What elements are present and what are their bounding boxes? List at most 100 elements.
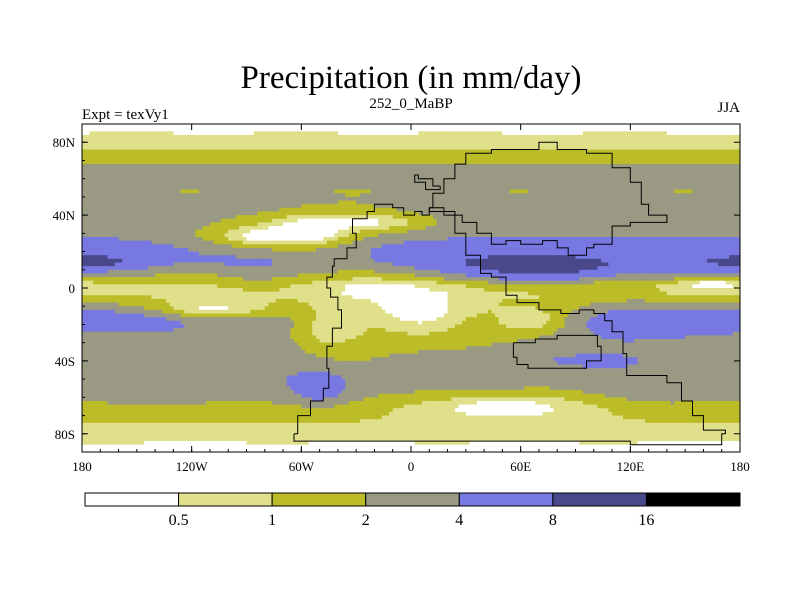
field-cell [572, 175, 576, 179]
field-cell [546, 150, 550, 154]
field-cell [426, 160, 430, 164]
field-cell [725, 186, 729, 190]
field-cell [276, 157, 280, 161]
field-cell [115, 175, 119, 179]
field-cell [382, 131, 386, 135]
field-cell [378, 182, 382, 186]
field-cell [608, 139, 612, 143]
field-cell [360, 204, 364, 208]
field-cell [469, 197, 473, 201]
field-cell [104, 135, 108, 139]
field-cell [619, 153, 623, 157]
field-cell [115, 124, 119, 128]
field-cell [192, 193, 196, 197]
field-cell [506, 175, 510, 179]
field-cell [407, 168, 411, 172]
field-cell [499, 124, 503, 128]
field-cell [411, 182, 415, 186]
field-cell [451, 193, 455, 197]
field-cell [612, 124, 616, 128]
field-cell [287, 124, 291, 128]
field-cell [437, 168, 441, 172]
field-cell [338, 142, 342, 146]
field-cell [597, 171, 601, 175]
field-cell [543, 197, 547, 201]
field-cell [656, 157, 660, 161]
field-cell [382, 146, 386, 150]
field-cell [711, 193, 715, 197]
field-cell [477, 186, 481, 190]
field-cell [506, 179, 510, 183]
field-cell [418, 153, 422, 157]
field-cell [407, 157, 411, 161]
field-cell [557, 171, 561, 175]
field-cell [466, 175, 470, 179]
field-cell [159, 175, 163, 179]
field-cell [367, 146, 371, 150]
field-cell [627, 150, 631, 154]
field-cell [543, 146, 547, 150]
field-cell [660, 131, 664, 135]
field-cell [232, 131, 236, 135]
field-cell [320, 157, 324, 161]
field-cell [619, 128, 623, 132]
field-cell [140, 157, 144, 161]
field-cell [517, 179, 521, 183]
field-cell [119, 135, 123, 139]
field-cell [733, 190, 737, 194]
field-cell [396, 124, 400, 128]
field-cell [331, 146, 335, 150]
field-cell [440, 139, 444, 143]
field-cell [437, 157, 441, 161]
field-cell [645, 135, 649, 139]
field-cell [477, 175, 481, 179]
field-cell [342, 135, 346, 139]
field-cell [572, 142, 576, 146]
field-cell [678, 175, 682, 179]
field-cell [371, 171, 375, 175]
field-cell [148, 157, 152, 161]
field-cell [162, 153, 166, 157]
field-cell [100, 124, 104, 128]
field-cell [407, 135, 411, 139]
field-cell [294, 160, 298, 164]
field-cell [126, 179, 130, 183]
field-cell [257, 175, 261, 179]
field-cell [404, 168, 408, 172]
field-cell [192, 182, 196, 186]
field-cell [703, 150, 707, 154]
field-cell [630, 131, 634, 135]
field-cell [195, 193, 199, 197]
field-cell [206, 142, 210, 146]
field-cell [199, 186, 203, 190]
field-cell [557, 168, 561, 172]
field-cell [181, 157, 185, 161]
field-cell [652, 128, 656, 132]
field-cell [195, 164, 199, 168]
field-cell [228, 164, 232, 168]
field-cell [82, 204, 86, 208]
field-cell [477, 182, 481, 186]
field-cell [557, 153, 561, 157]
field-cell [360, 124, 364, 128]
field-cell [294, 193, 298, 197]
field-cell [426, 135, 430, 139]
field-cell [722, 150, 726, 154]
field-cell [601, 179, 605, 183]
field-cell [510, 135, 514, 139]
field-cell [638, 171, 642, 175]
field-cell [576, 201, 580, 205]
field-cell [638, 142, 642, 146]
field-cell [159, 153, 163, 157]
field-cell [462, 186, 466, 190]
field-cell [565, 179, 569, 183]
field-cell [257, 142, 261, 146]
field-cell [554, 135, 558, 139]
field-cell [188, 142, 192, 146]
field-cell [170, 168, 174, 172]
field-cell [331, 168, 335, 172]
field-cell [349, 171, 353, 175]
field-cell [236, 131, 240, 135]
field-cell [338, 186, 342, 190]
field-cell [415, 135, 419, 139]
